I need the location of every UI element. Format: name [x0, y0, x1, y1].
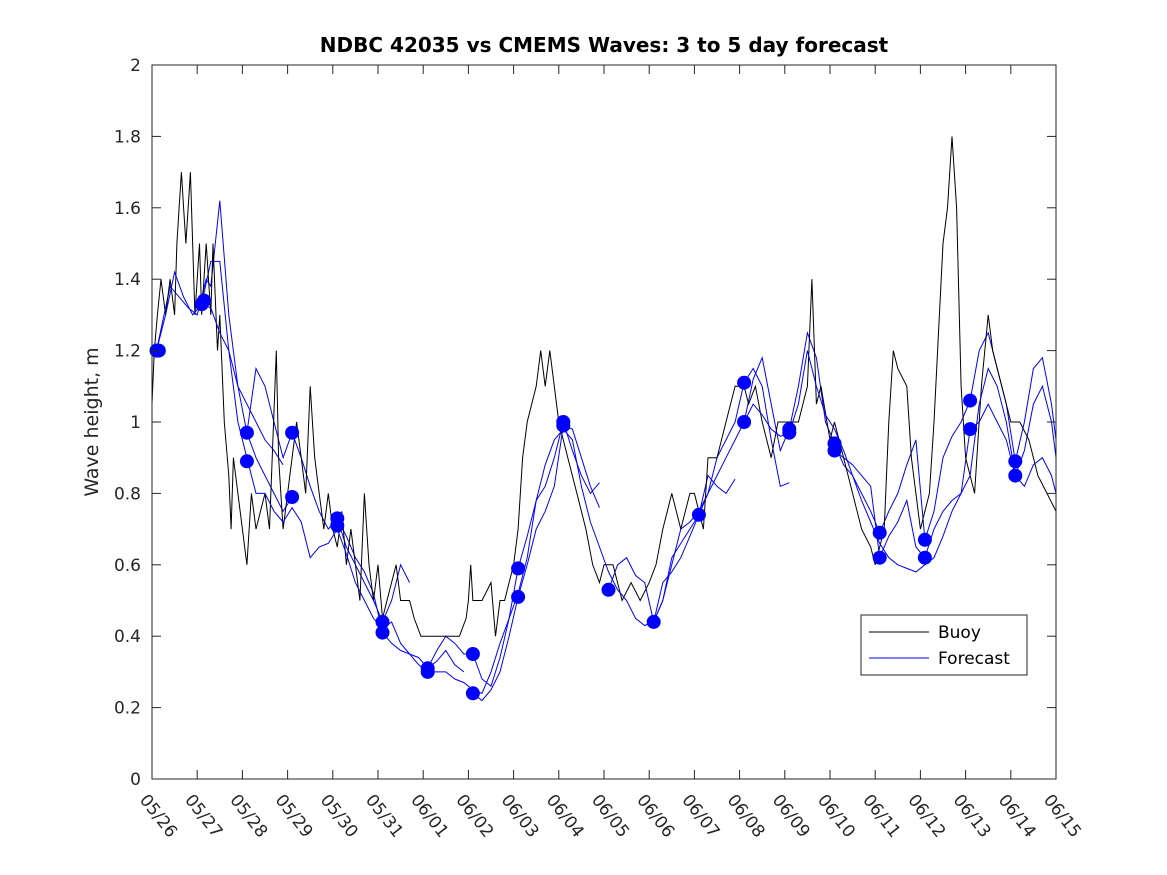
forecast-marker-3: [197, 293, 211, 308]
forecast-run-line-10: [834, 429, 971, 560]
y-tick-label: 1.4: [114, 270, 141, 290]
y-tick-label: 2: [130, 56, 141, 76]
forecast-marker-32: [917, 550, 932, 565]
legend-box: [860, 614, 1028, 676]
legend: Buoy Forecast: [860, 614, 1028, 676]
y-tick-label: 0.6: [114, 556, 141, 576]
y-tick-label: 0.4: [114, 627, 141, 647]
y-axis: 0 0.2 0.4 0.6 0.8 1 1.2 1.4 1.6 1.8 2: [114, 56, 1056, 790]
forecast-run-line-9: [743, 330, 881, 533]
forecast-marker-35: [1008, 454, 1023, 469]
forecast-marker-16: [511, 561, 526, 576]
forecast-marker-30: [872, 550, 887, 565]
forecast-run-line-7: [608, 474, 736, 624]
forecast-marker-22: [691, 507, 706, 522]
forecast-marker-11: [375, 625, 390, 640]
forecast-marker-9: [330, 518, 345, 533]
forecast-run-line-8: [653, 367, 790, 623]
forecast-marker-5: [239, 454, 254, 469]
forecast-run-line-2: [246, 366, 293, 460]
forecast-marker-13: [420, 664, 435, 679]
chart-title: NDBC 42035 vs CMEMS Waves: 3 to 5 day fo…: [320, 33, 889, 57]
plot-area: [149, 136, 1057, 702]
forecast-run-line-4: [336, 518, 465, 673]
legend-buoy-label: Buoy: [938, 623, 981, 643]
forecast-marker-14: [465, 647, 480, 661]
forecast-marker-4: [239, 425, 254, 440]
forecast-marker-29: [872, 525, 887, 540]
forecast-marker-28: [827, 443, 842, 458]
forecast-marker-23: [737, 375, 752, 390]
forecast-marker-7: [285, 490, 300, 504]
forecast-marker-26: [782, 425, 797, 440]
series-line-buoy: [151, 136, 1057, 637]
forecast-marker-19: [556, 418, 571, 433]
y-axis-label: Wave height, m: [81, 347, 103, 496]
y-tick-label: 1: [130, 413, 141, 433]
forecast-marker-17: [511, 589, 526, 604]
forecast-marker-15: [465, 686, 480, 701]
forecast-run-line-3: [291, 432, 411, 624]
y-tick-label: 1.8: [114, 127, 141, 147]
series-line-forecast: [156, 270, 1057, 694]
forecast-marker-33: [963, 393, 978, 408]
legend-forecast-label: Forecast: [938, 649, 1010, 669]
y-tick-label: 0.8: [114, 484, 141, 504]
y-tick-label: 1.6: [114, 199, 141, 219]
forecast-marker-31: [917, 532, 932, 547]
forecast-run-line-6: [472, 424, 600, 702]
forecast-marker-20: [601, 582, 616, 597]
y-tick-label: 1.2: [114, 342, 141, 362]
forecast-marker-6: [285, 425, 300, 440]
forecast-marker-34: [963, 422, 978, 437]
forecast-marker-21: [646, 614, 661, 629]
y-tick-label: 0: [130, 770, 141, 790]
forecast-marker-36: [1008, 468, 1023, 483]
y-tick-label: 0.2: [114, 699, 141, 719]
forecast-marker-24: [737, 415, 752, 429]
